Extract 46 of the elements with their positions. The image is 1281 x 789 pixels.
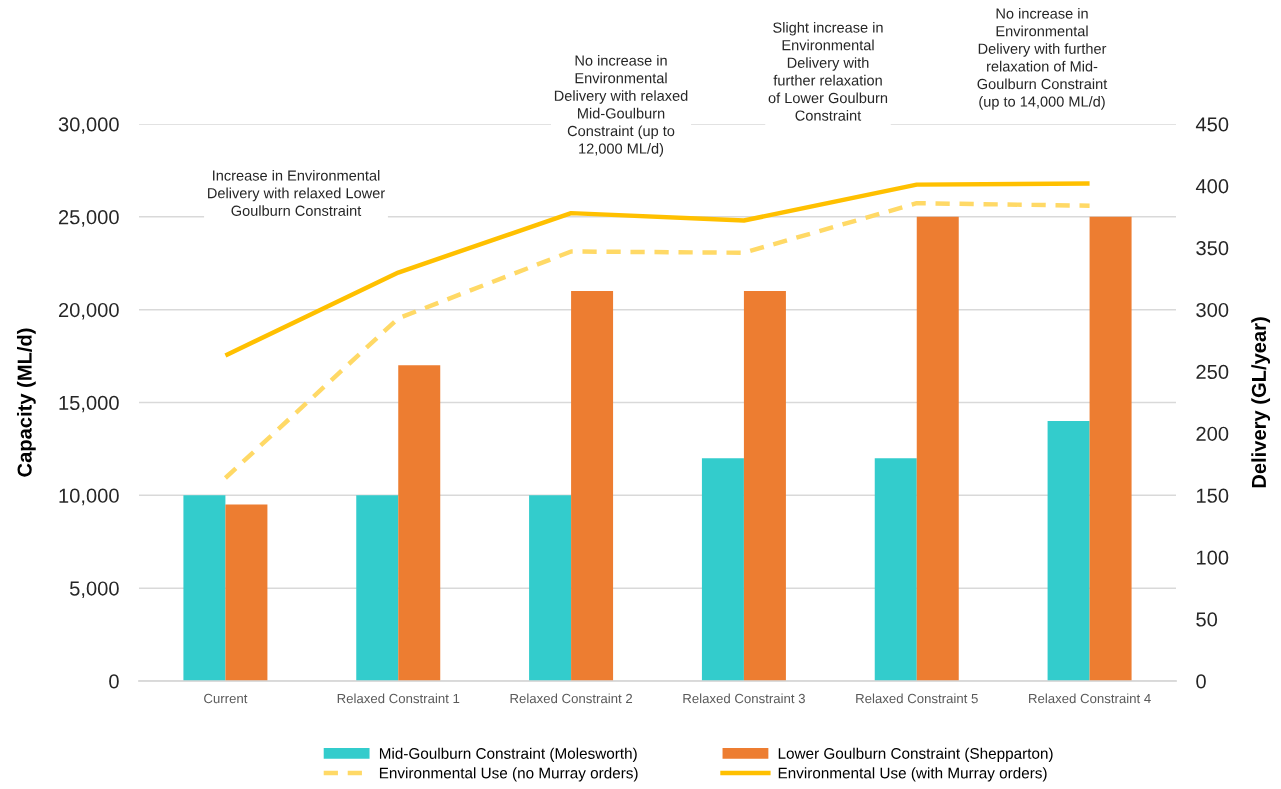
y2-tick-label: 450 xyxy=(1195,117,1229,132)
x-tick-label: Relaxed Constraint 3 xyxy=(683,693,805,704)
legend-label: Environmental Use (with Murray orders) xyxy=(778,767,1047,782)
y-tick-label: 15,000 xyxy=(59,395,119,413)
text: Slight increase in Environmental Delivery with further relaxation of Lower Goulburn Constraint xyxy=(768,22,888,121)
y2-tick-label: 250 xyxy=(1196,364,1229,380)
y-tick-label: 20,000 xyxy=(58,302,119,320)
y-tick-label: 25,000 xyxy=(58,210,119,227)
bar xyxy=(571,291,614,681)
bar xyxy=(1047,421,1090,681)
y2-tick-label: 150 xyxy=(1196,488,1229,503)
bar xyxy=(874,458,917,681)
x-tick-label: Relaxed Constraint 1 xyxy=(337,693,460,704)
y-tick-label: 30,000 xyxy=(58,117,119,134)
annotation: Increase in Environmental Delivery with relaxed Lower Goulburn Constraint xyxy=(208,170,385,216)
y2-axis-title: Delivery (GL/year) xyxy=(1251,317,1271,488)
text: No increase in Environmental Delivery with further relaxation of Mid- Goulburn Constraint (up to 14,000 ML/d) xyxy=(977,8,1108,110)
bar xyxy=(225,504,268,681)
bar xyxy=(1089,216,1132,681)
y2-tick-label: 400 xyxy=(1195,179,1229,194)
y2-tick-label: 200 xyxy=(1196,426,1229,441)
y2-tick-label: 350 xyxy=(1196,241,1229,256)
y2-tick-label: 300 xyxy=(1196,302,1229,318)
annotation: No increase in Environmental Delivery with relaxed Mid-Goulburn Constraint (up to 12,000 ML/d) xyxy=(554,55,688,157)
y2-tick-label: 100 xyxy=(1196,550,1229,565)
bar xyxy=(356,495,399,681)
y-tick-label: 10,000 xyxy=(59,488,119,506)
bar xyxy=(743,291,786,681)
y2-tick-label: 0 xyxy=(1196,674,1206,689)
legend-label: Mid-Goulburn Constraint (Molesworth) xyxy=(379,747,637,762)
bar xyxy=(398,365,441,681)
y-tick-label: 0 xyxy=(109,674,119,689)
x-tick-label: Current xyxy=(204,693,248,704)
y-axis-title: Capacity (ML/d) xyxy=(16,328,36,477)
legend-label: Lower Goulburn Constraint (Shepparton) xyxy=(778,747,1053,762)
bar xyxy=(183,495,226,681)
line-series xyxy=(223,201,1092,481)
x-tick-label: Relaxed Constraint 5 xyxy=(856,693,978,704)
legend-label: Environmental Use (no Murray orders) xyxy=(379,767,638,782)
bar xyxy=(529,495,572,681)
x-tick-label: Relaxed Constraint 2 xyxy=(510,693,633,704)
bar xyxy=(916,216,959,681)
y-tick-label: 5,000 xyxy=(69,581,119,599)
y2-tick-label: 50 xyxy=(1196,612,1218,627)
bar xyxy=(701,458,744,681)
x-tick-label: Relaxed Constraint 4 xyxy=(1029,693,1151,704)
